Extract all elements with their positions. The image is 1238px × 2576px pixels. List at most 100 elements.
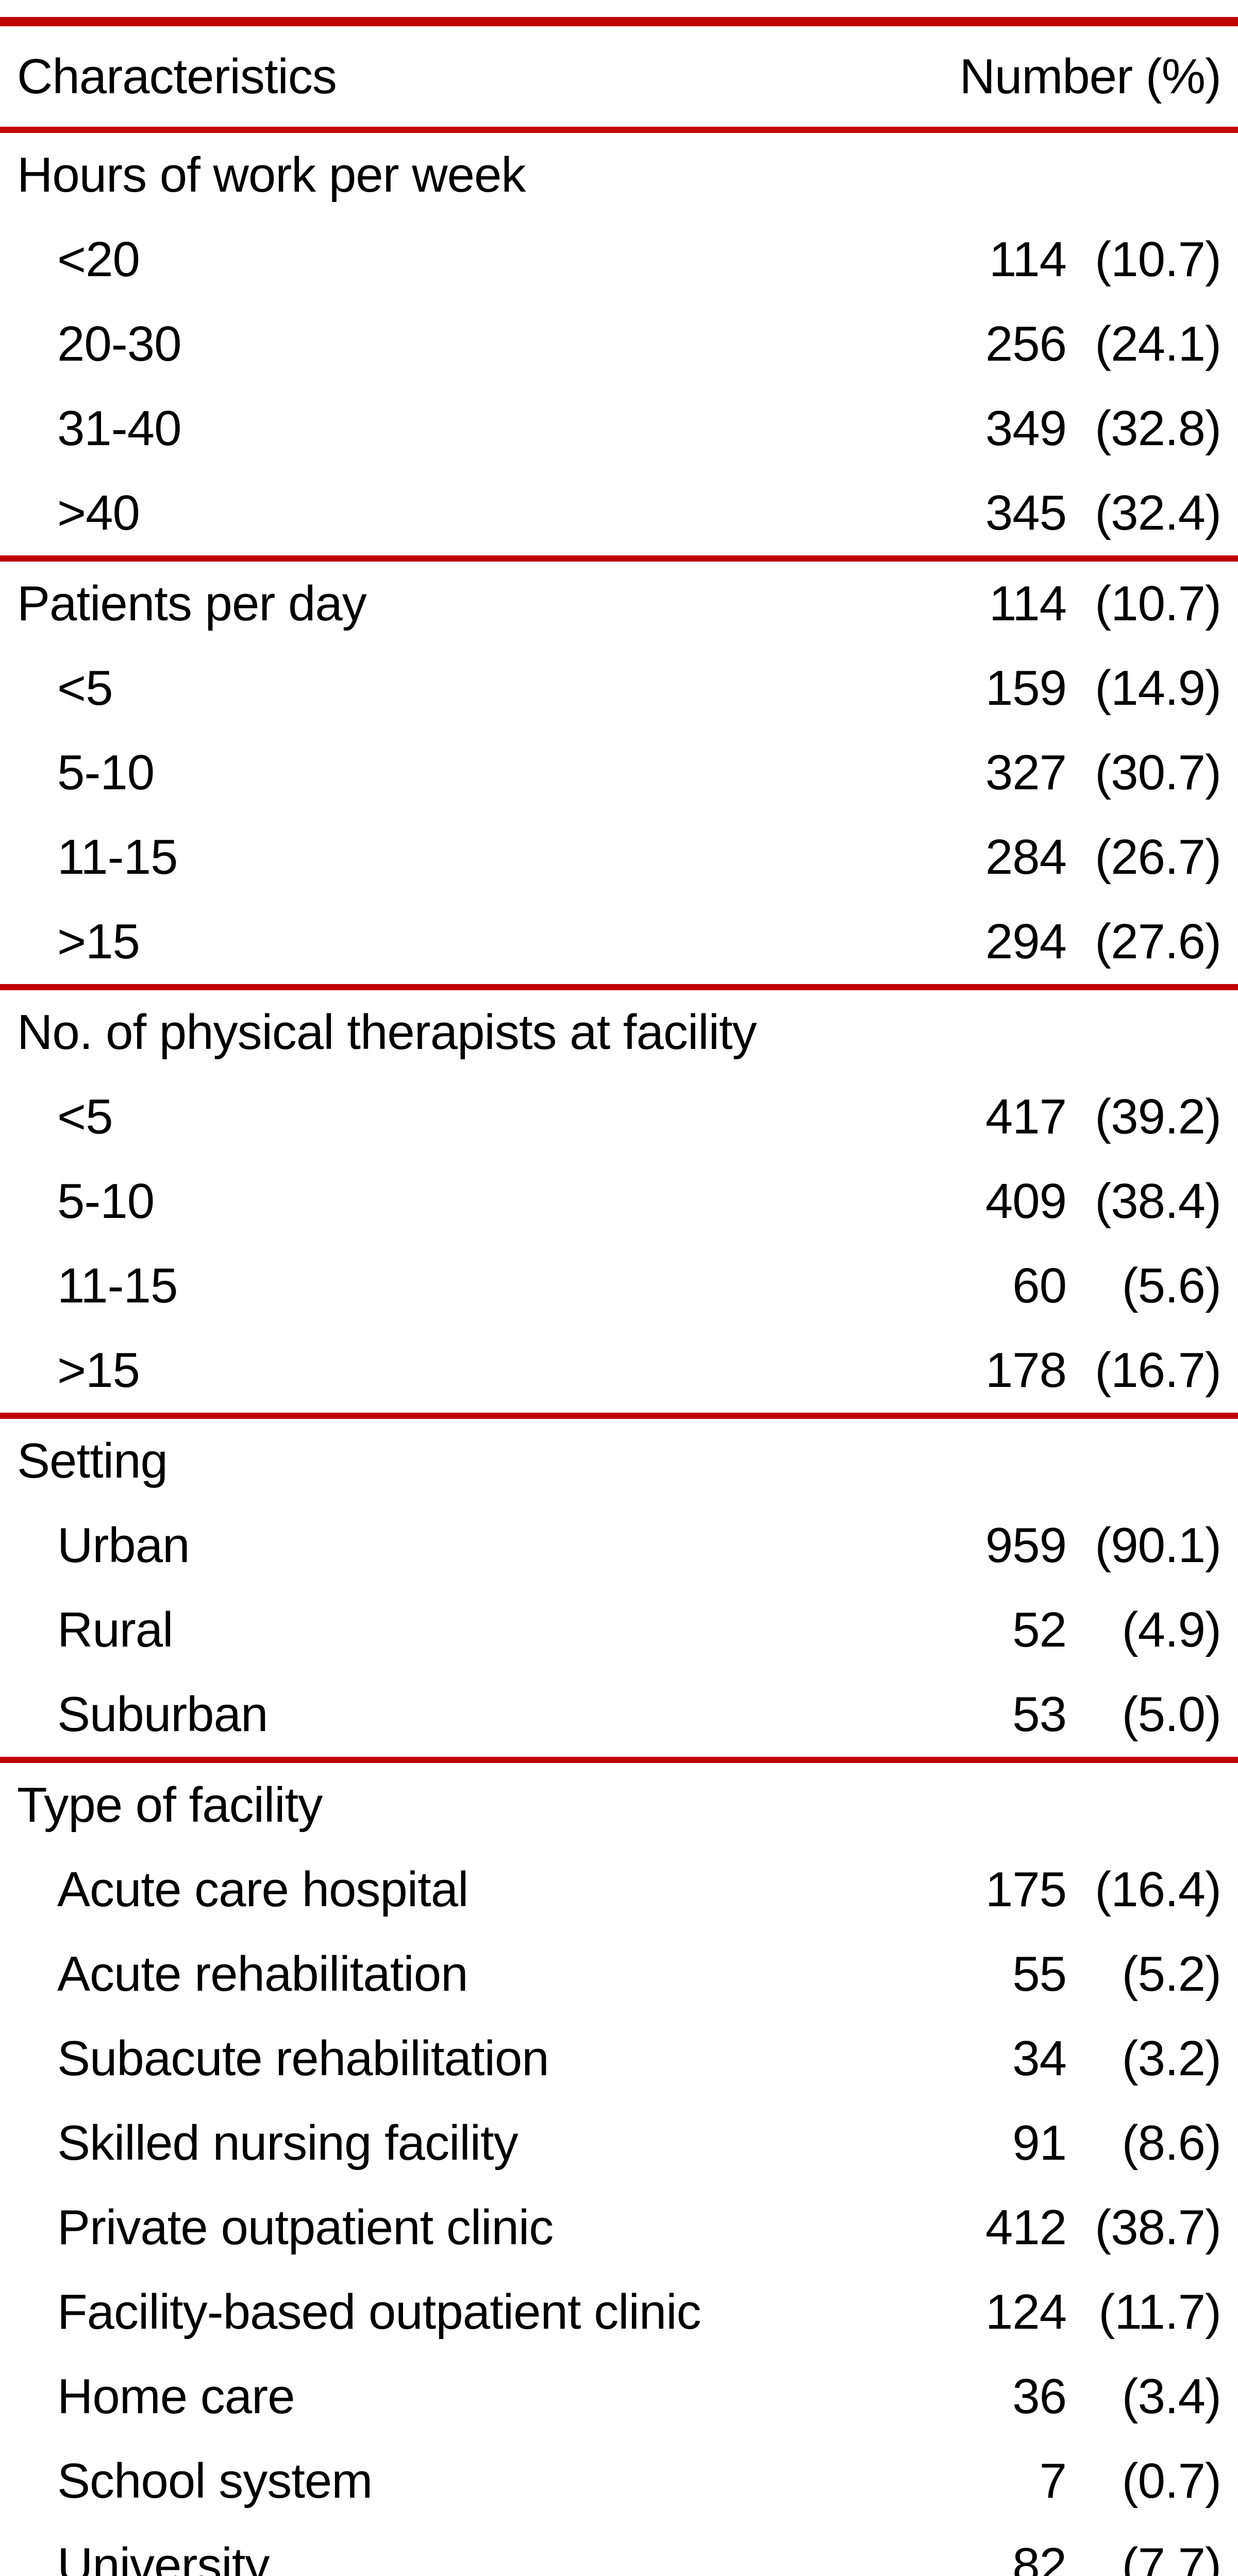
row-percent: (10.7)	[1095, 576, 1222, 631]
row-percent: (0.7)	[1122, 2453, 1222, 2509]
row-label: 31-40	[57, 401, 182, 456]
row-label: Rural	[57, 1602, 173, 1657]
row-label: No. of physical therapists at facility	[17, 1005, 757, 1060]
header-divider	[0, 127, 1238, 133]
row-label: School system	[57, 2453, 373, 2509]
table-section: No. of physical therapists at facility <5…	[0, 990, 1238, 1413]
row-label: Hours of work per week	[17, 147, 526, 202]
row-label: Suburban	[57, 1687, 268, 1742]
row-percent: (32.4)	[1095, 485, 1222, 540]
row-count: 178	[985, 1343, 1067, 1398]
table-row: 11-15 284 (26.7)	[0, 815, 1238, 900]
row-label: Private outpatient clinic	[57, 2200, 554, 2255]
row-percent: (30.7)	[1095, 745, 1222, 800]
table-row: >40 345 (32.4)	[0, 471, 1238, 555]
section-header-row: Patients per day 114 (10.7)	[0, 562, 1238, 646]
section-header-row: Type of facility	[0, 1763, 1238, 1848]
column-header-characteristics: Characteristics	[17, 48, 337, 104]
row-count: 82	[1012, 2538, 1067, 2576]
row-count: 417	[985, 1089, 1067, 1144]
table-row: Home care 36 (3.4)	[0, 2354, 1238, 2439]
row-count: 409	[985, 1174, 1067, 1229]
row-label: >40	[57, 485, 140, 540]
table-row: University 82 (7.7)	[0, 2523, 1238, 2576]
section-header-row: Hours of work per week	[0, 133, 1238, 217]
row-label: Facility-based outpatient clinic	[57, 2284, 701, 2340]
row-percent: (32.8)	[1095, 401, 1222, 456]
row-percent: (11.7)	[1098, 2284, 1222, 2340]
row-count: 327	[985, 745, 1067, 800]
table-row: >15 294 (27.6)	[0, 900, 1238, 984]
row-count: 175	[985, 1862, 1067, 1917]
row-percent: (38.7)	[1095, 2200, 1222, 2255]
row-percent: (7.7)	[1122, 2538, 1222, 2576]
row-count: 7	[1039, 2453, 1067, 2509]
table-section: Hours of work per week <20 114 (10.7) 20-30 2…	[0, 133, 1238, 555]
table-row: Rural 52 (4.9)	[0, 1588, 1238, 1672]
table-header-row: Characteristics Number (%)	[0, 26, 1238, 127]
table-row: 5-10 327 (30.7)	[0, 731, 1238, 815]
row-count: 34	[1012, 2031, 1067, 2086]
row-count: 294	[985, 914, 1067, 969]
row-label: Urban	[57, 1518, 190, 1573]
row-percent: (5.2)	[1122, 1946, 1222, 2002]
table-row: Subacute rehabilitation 34 (3.2)	[0, 2016, 1238, 2101]
row-percent: (16.7)	[1095, 1343, 1222, 1398]
row-count: 256	[985, 316, 1067, 371]
row-count: 53	[1012, 1687, 1067, 1742]
row-label: 5-10	[57, 1174, 155, 1229]
section-header-row: Setting	[0, 1419, 1238, 1503]
table-row: >15 178 (16.7)	[0, 1328, 1238, 1413]
table-row: 31-40 349 (32.8)	[0, 386, 1238, 471]
table-section: Patients per day 114 (10.7) <5 159 (14.9) 5-10…	[0, 562, 1238, 984]
row-percent: (4.9)	[1122, 1602, 1222, 1657]
table-row: 5-10 409 (38.4)	[0, 1159, 1238, 1244]
table-section: Type of facility Acute care hospital 175 (1…	[0, 1763, 1238, 2576]
row-percent: (14.9)	[1095, 660, 1222, 716]
table-row: Suburban 53 (5.0)	[0, 1672, 1238, 1757]
row-label: <20	[57, 232, 140, 287]
table-row: <5 417 (39.2)	[0, 1075, 1238, 1159]
row-label: 5-10	[57, 745, 155, 800]
row-label: <5	[57, 1089, 113, 1144]
row-percent: (10.7)	[1095, 232, 1222, 287]
row-count: 159	[985, 660, 1067, 716]
row-label: Patients per day	[17, 576, 367, 631]
row-count: 284	[985, 829, 1067, 885]
row-count: 114	[989, 232, 1067, 287]
row-percent: (5.6)	[1122, 1258, 1222, 1313]
table-row: School system 7 (0.7)	[0, 2439, 1238, 2523]
row-count: 36	[1012, 2369, 1067, 2424]
table-row: <5 159 (14.9)	[0, 646, 1238, 731]
row-count: 349	[985, 401, 1067, 456]
row-label: University	[57, 2538, 270, 2576]
row-label: Type of facility	[17, 1777, 323, 1833]
row-label: 20-30	[57, 316, 182, 371]
row-count: 55	[1012, 1946, 1067, 2002]
section-divider	[0, 1757, 1238, 1763]
column-header-number-percent: Number (%)	[959, 48, 1222, 104]
table-body: Hours of work per week <20 114 (10.7) 20-30 2…	[0, 133, 1238, 2576]
row-label: Acute rehabilitation	[57, 1946, 469, 2002]
row-label: >15	[57, 1343, 140, 1398]
table-row: Acute care hospital 175 (16.4)	[0, 1848, 1238, 1932]
section-header-row: No. of physical therapists at facility	[0, 990, 1238, 1075]
row-percent: (3.2)	[1122, 2031, 1222, 2086]
row-label: 11-15	[57, 829, 178, 885]
table-row: Urban 959 (90.1)	[0, 1503, 1238, 1588]
row-count: 412	[985, 2200, 1067, 2255]
row-label: Setting	[17, 1433, 168, 1488]
section-divider	[0, 984, 1238, 990]
section-divider	[0, 1413, 1238, 1419]
row-label: Skilled nursing facility	[57, 2115, 518, 2171]
row-percent: (24.1)	[1095, 316, 1222, 371]
row-label: Subacute rehabilitation	[57, 2031, 549, 2086]
table-section: Setting Urban 959 (90.1) Rural 52 (4.9) Suburba…	[0, 1419, 1238, 1757]
row-label: <5	[57, 660, 113, 716]
row-label: Home care	[57, 2369, 295, 2424]
row-count: 114	[989, 576, 1067, 631]
row-count: 345	[985, 485, 1067, 540]
table-row: Acute rehabilitation 55 (5.2)	[0, 1932, 1238, 2016]
row-count: 959	[985, 1518, 1067, 1573]
